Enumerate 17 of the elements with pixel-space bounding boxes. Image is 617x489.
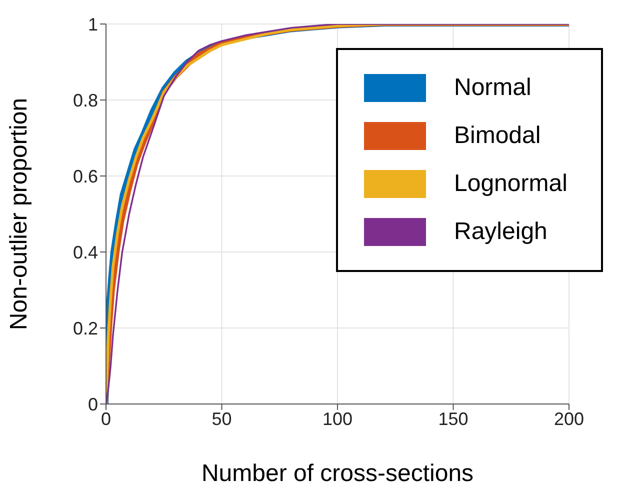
y-tick-label: 0.2 — [72, 318, 98, 338]
legend-label: Bimodal — [454, 122, 541, 150]
x-tick-label: 0 — [100, 408, 112, 429]
y-tick-label: 0 — [88, 394, 98, 414]
x-tick-label: 200 — [554, 408, 584, 429]
x-tick-label: 50 — [212, 408, 232, 429]
y-tick-label: 0.4 — [72, 242, 98, 262]
y-tick-label: 0.8 — [72, 90, 98, 110]
y-tick-label: 1 — [88, 14, 98, 34]
x-axis-title: Number of cross-sections — [201, 460, 474, 487]
y-axis-title: Non-outlier proportion — [6, 98, 33, 330]
x-tick-label: 150 — [438, 408, 468, 429]
legend-label: Lognormal — [454, 170, 568, 198]
legend-label: Rayleigh — [454, 218, 548, 246]
y-tick-label: 0.6 — [72, 166, 98, 186]
x-tick-label: 100 — [322, 408, 353, 429]
legend-label: Normal — [454, 74, 532, 102]
